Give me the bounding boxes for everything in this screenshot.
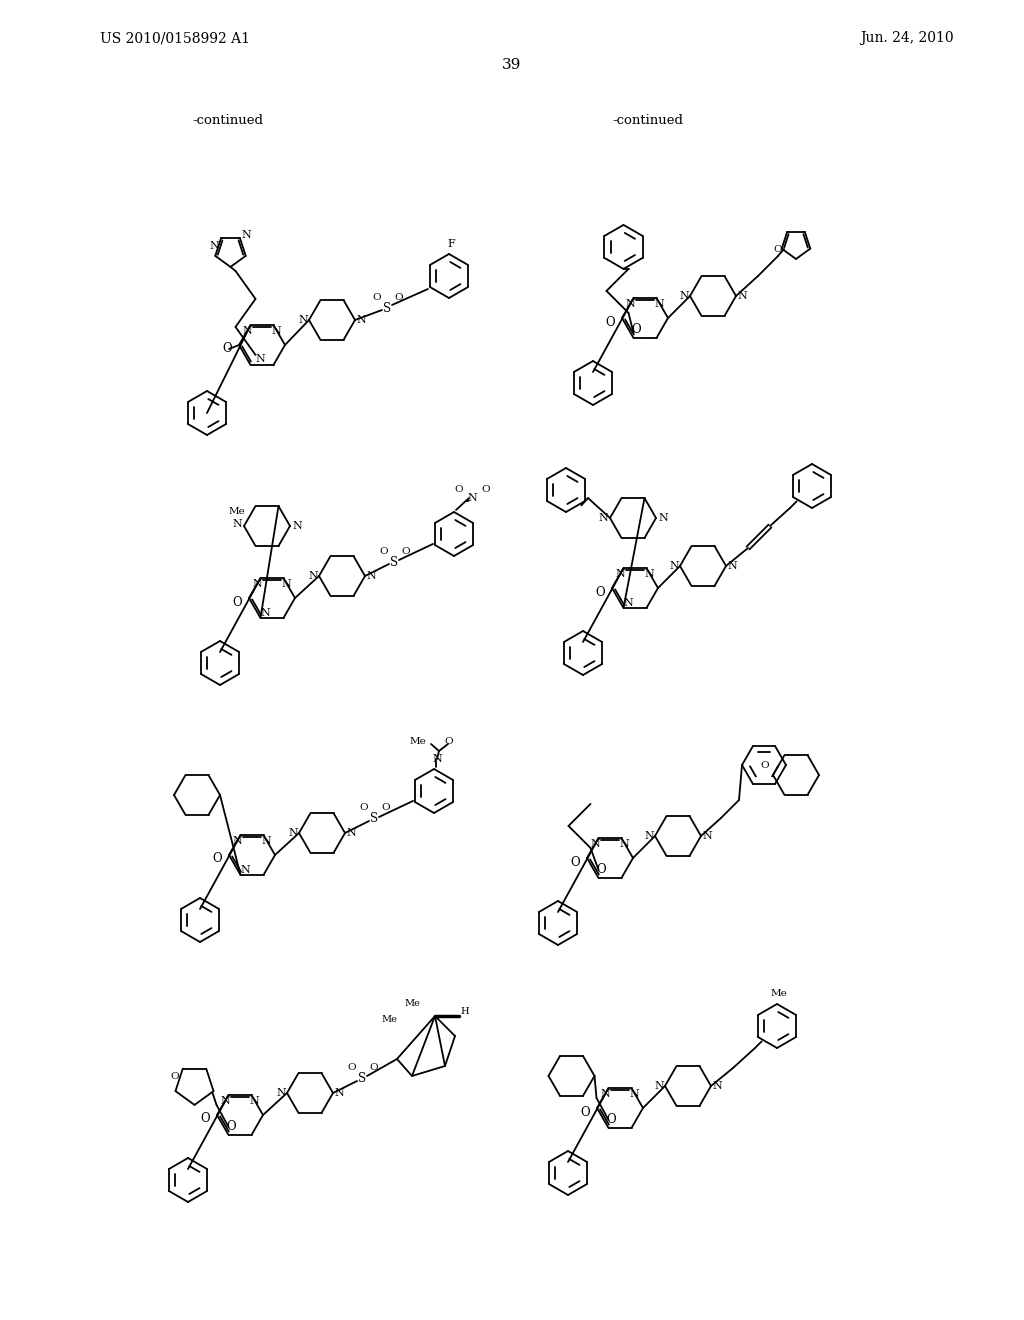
Text: O: O	[581, 1106, 590, 1118]
Text: N: N	[367, 572, 376, 581]
Text: O: O	[373, 293, 381, 302]
Text: N: N	[624, 598, 634, 609]
Text: N: N	[737, 290, 746, 301]
Text: Me: Me	[771, 990, 787, 998]
Text: O: O	[455, 486, 463, 495]
Text: N: N	[292, 521, 302, 531]
Text: S: S	[370, 813, 378, 825]
Text: O: O	[222, 342, 231, 355]
Text: N: N	[702, 832, 712, 841]
Text: N: N	[261, 836, 271, 846]
Text: US 2010/0158992 A1: US 2010/0158992 A1	[100, 30, 250, 45]
Text: S: S	[358, 1072, 366, 1085]
Text: N: N	[261, 609, 270, 618]
Text: O: O	[761, 760, 769, 770]
Text: O: O	[380, 546, 388, 556]
Text: N: N	[241, 865, 251, 875]
Text: N: N	[232, 836, 243, 846]
Text: N: N	[644, 832, 654, 841]
Text: O: O	[481, 486, 490, 495]
Text: N: N	[308, 572, 317, 581]
Text: N: N	[601, 1089, 610, 1100]
Text: H: H	[461, 1007, 469, 1016]
Text: S: S	[390, 556, 398, 569]
Text: O: O	[632, 323, 641, 337]
Text: O: O	[200, 1113, 210, 1126]
Text: -continued: -continued	[612, 114, 683, 127]
Text: N: N	[282, 579, 292, 589]
Text: O: O	[232, 595, 242, 609]
Text: N: N	[334, 1088, 344, 1098]
Text: N: N	[712, 1081, 722, 1092]
Text: N: N	[253, 579, 262, 589]
Text: O: O	[382, 804, 390, 813]
Text: O: O	[597, 863, 606, 876]
Text: N: N	[210, 242, 219, 251]
Text: N: N	[620, 840, 630, 849]
Text: N: N	[271, 326, 282, 337]
Text: N: N	[598, 513, 608, 523]
Text: N: N	[298, 315, 308, 325]
Text: N: N	[654, 1081, 664, 1092]
Text: N: N	[232, 519, 242, 529]
Text: N: N	[615, 569, 626, 579]
Text: Me: Me	[228, 507, 246, 516]
Text: N: N	[591, 840, 600, 849]
Text: O: O	[606, 1113, 616, 1126]
Text: O: O	[359, 804, 369, 813]
Text: N: N	[626, 300, 635, 309]
Text: O: O	[401, 546, 411, 556]
Text: N: N	[658, 513, 668, 523]
Text: O: O	[774, 244, 782, 253]
Text: -continued: -continued	[193, 114, 263, 127]
Text: N: N	[679, 290, 689, 301]
Text: O: O	[212, 853, 222, 866]
Text: 39: 39	[503, 58, 521, 73]
Text: N: N	[727, 561, 737, 572]
Text: N: N	[645, 569, 654, 579]
Text: N: N	[220, 1096, 230, 1106]
Text: O: O	[394, 293, 403, 302]
Text: Me: Me	[381, 1015, 397, 1023]
Text: N: N	[432, 754, 442, 764]
Text: Me: Me	[404, 999, 420, 1008]
Text: O: O	[595, 586, 605, 598]
Text: N: N	[250, 1096, 259, 1106]
Text: N: N	[654, 300, 665, 309]
Text: Jun. 24, 2010: Jun. 24, 2010	[860, 30, 953, 45]
Text: N: N	[630, 1089, 639, 1100]
Text: N: N	[256, 354, 265, 364]
Text: Me: Me	[410, 737, 426, 746]
Text: N: N	[243, 326, 252, 337]
Text: N: N	[288, 828, 298, 838]
Text: O: O	[370, 1064, 378, 1072]
Text: N: N	[669, 561, 679, 572]
Text: O: O	[605, 315, 614, 329]
Text: N: N	[467, 492, 477, 503]
Text: O: O	[348, 1064, 356, 1072]
Text: O: O	[444, 737, 454, 746]
Text: S: S	[383, 301, 391, 314]
Text: N: N	[276, 1088, 286, 1098]
Text: N: N	[346, 828, 356, 838]
Text: O: O	[226, 1121, 237, 1134]
Text: O: O	[170, 1072, 179, 1081]
Text: N: N	[242, 230, 251, 240]
Text: N: N	[356, 315, 366, 325]
Text: F: F	[447, 239, 455, 249]
Text: O: O	[570, 855, 580, 869]
